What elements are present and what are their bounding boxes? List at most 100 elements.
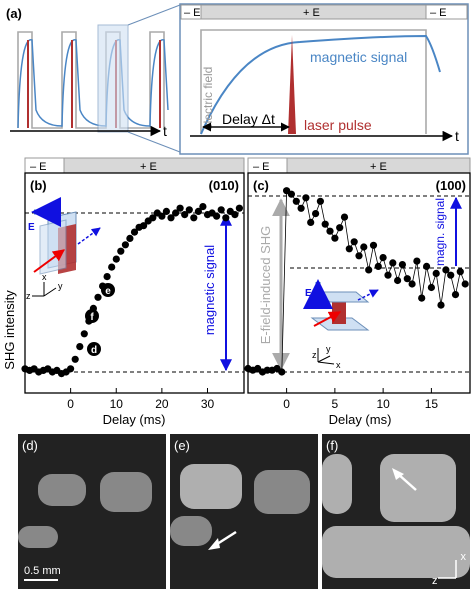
b-magnetic-signal-label: magnetic signal [202,245,217,335]
domain-blob [18,526,58,548]
data-point [355,252,363,260]
marker-f: f [90,312,94,323]
data-point [336,224,344,232]
zoom-plus-e: + E [303,7,320,19]
y-axis-label: SHG intensity [2,290,17,370]
b-laser-in [33,249,65,273]
data-point [231,211,239,219]
data-point [447,271,455,279]
data-point [360,243,368,251]
domain-blob [380,454,456,522]
data-point [418,294,426,302]
c-sample-inset: E z y x [303,279,379,370]
micrograph-d: (d) 0.5 mm [18,434,166,589]
b-shg-out [77,227,101,245]
signal-curve-train [17,39,169,129]
micrograph-f-arrow [392,468,457,579]
x-tick-label: 10 [110,397,124,411]
c-e-label: E [305,288,312,299]
x-tick-label: 15 [425,397,439,411]
marker-d: d [91,345,97,356]
zoom-minus-e-left: – E [184,7,201,19]
domain-blob [170,516,212,546]
data-point [340,213,349,221]
micrograph-d-label: (d) [22,438,38,453]
data-point [297,204,305,212]
c-axis-x: x [336,360,341,370]
data-point [451,291,460,299]
c-axis-z: z [312,350,317,360]
data-point [374,262,382,270]
data-point [403,275,411,283]
c-data-points [244,187,469,376]
data-point [326,227,334,235]
zoom-magnetic-curve [200,34,441,135]
x-tick-label: 0 [283,397,290,411]
data-point [413,257,421,265]
zoom-t-label: t [455,128,459,144]
b-axis-y: y [58,281,63,291]
data-point [321,220,329,228]
data-point [461,280,469,288]
b-axis-z: z [26,291,31,301]
data-point [235,204,243,212]
c-minus-e: – E [253,161,270,173]
c-panel-label: (c) [253,178,269,193]
data-point [112,255,120,263]
data-point [456,268,464,276]
laser-pulses [27,40,161,128]
zoom-region [97,24,129,133]
c-data-line [247,189,466,373]
data-point [108,263,116,271]
magnetic-signal-label-a: magnetic signal [310,49,407,65]
data-point [126,234,134,242]
c-orientation: (100) [436,178,466,193]
data-point [389,259,397,267]
data-point [71,355,79,363]
domain-blob [180,464,242,509]
micrograph-f-axis-z: z [432,575,438,587]
data-point [432,269,440,277]
c-shg-out [357,289,379,301]
data-point [121,241,129,249]
data-point [302,194,310,202]
data-point [316,197,324,205]
data-point [190,214,198,222]
panel-a-t-label-small: t [163,123,167,139]
micrograph-f: (f) x z [322,434,470,589]
micrograph-f-label: (f) [326,438,339,453]
data-point [287,190,295,198]
data-point [140,222,148,230]
data-point [331,234,339,242]
data-point [312,210,320,218]
data-point [437,301,445,309]
micrograph-e-arrow [208,530,237,550]
data-point [181,211,189,219]
panel-b: – E + E (b) (010) 0 10 20 30 magnetic signa… [21,157,245,427]
data-point [442,266,450,274]
zoom-minus-e-right: – E [430,7,447,19]
b-panel-label: (b) [30,178,47,193]
scale-bar-label: 0.5 mm [24,565,61,577]
domain-blob [322,526,470,578]
marker-d-dot [87,342,101,356]
data-point [103,273,111,281]
b-orientation: (010) [209,178,239,193]
x-tick-label: 0 [67,397,74,411]
data-point [423,262,431,270]
b-sample-inset: E x y z [26,197,101,301]
b-plus-e: + E [140,161,157,173]
micrograph-f-axis-x: x [460,551,467,563]
data-point [278,368,286,376]
data-point [176,204,184,212]
data-point [199,203,207,211]
b-markers: f e d [85,283,115,356]
c-magn-signal-label: magn. signal [433,198,447,266]
marker-f-dot [85,309,99,323]
domain-blob [254,470,310,514]
c-axis-y: y [326,344,331,354]
data-point [167,214,175,222]
b-axis-x: x [42,272,47,282]
micrograph-e: (e) [170,434,318,589]
data-point [292,197,300,205]
